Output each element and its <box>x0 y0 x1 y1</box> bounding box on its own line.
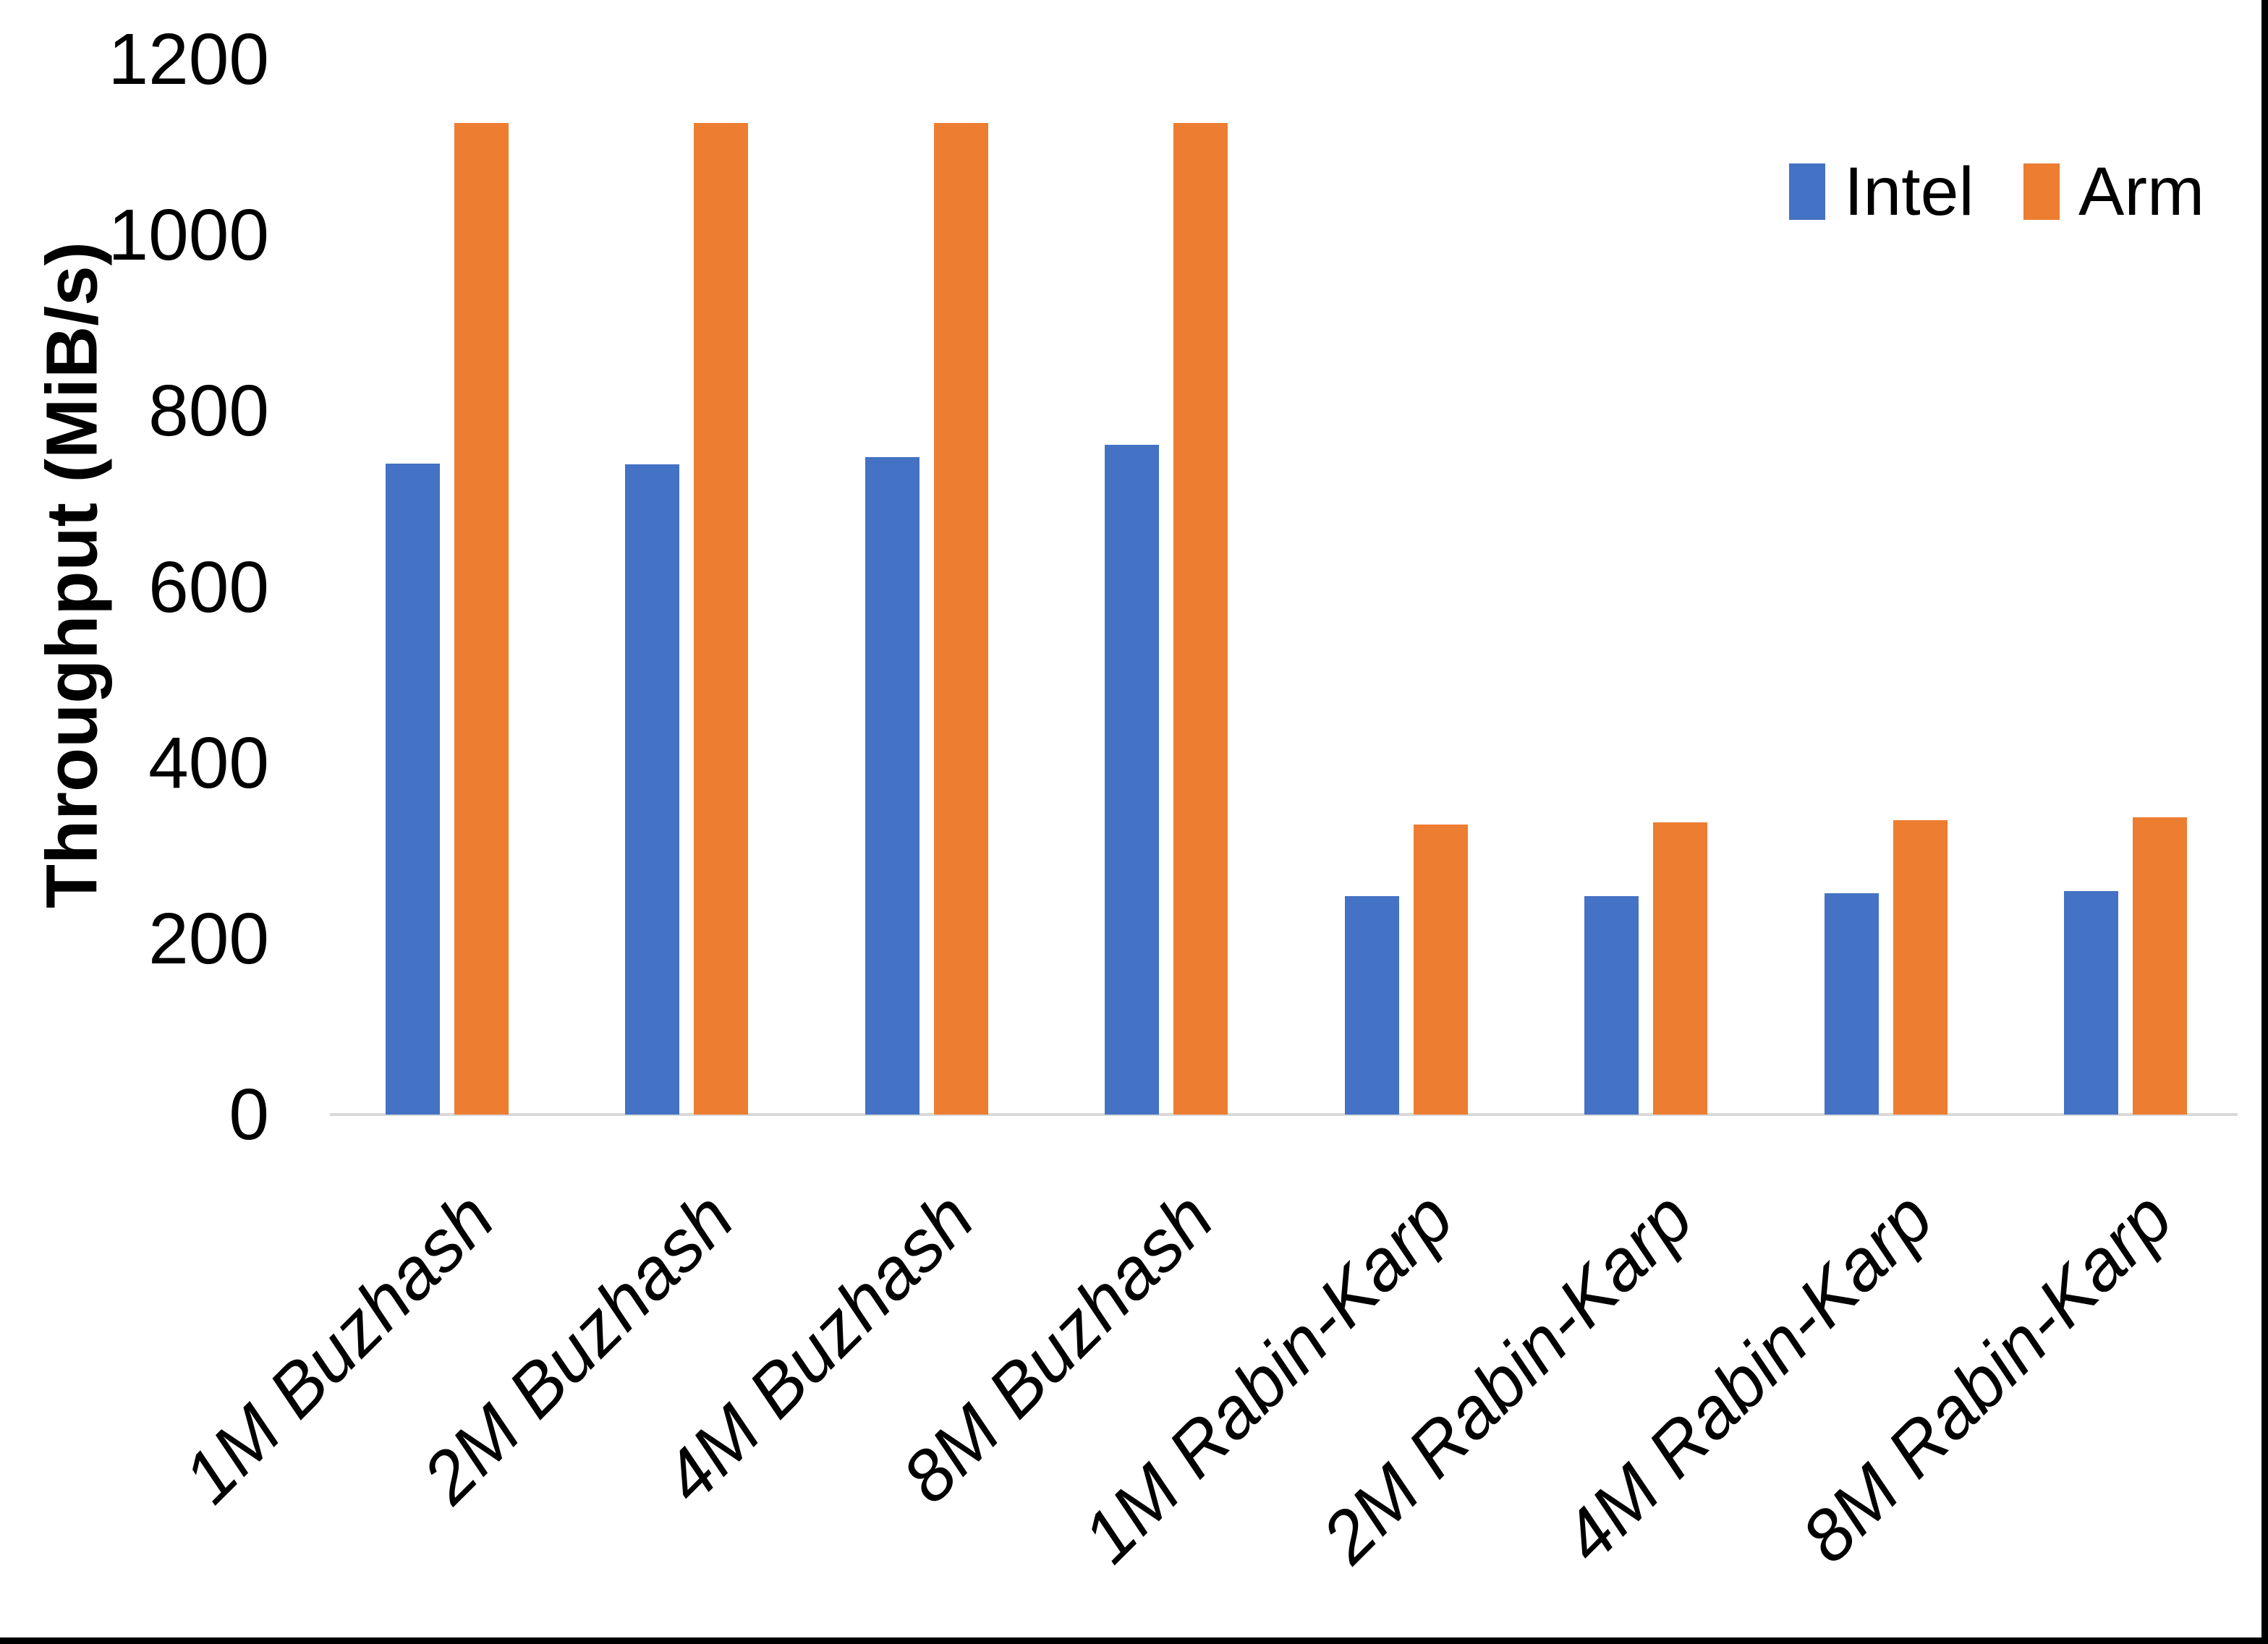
bar-arm-4m-buzhash <box>934 123 988 1115</box>
bar-intel-4m-rabin-karp <box>1825 893 1879 1115</box>
y-tick-label-200: 200 <box>148 898 269 979</box>
bar-arm-1m-rabin-karp <box>1414 825 1468 1115</box>
legend-item-arm: Arm <box>2023 153 2205 230</box>
window-right-border <box>2261 0 2268 1644</box>
y-tick-label-600: 600 <box>148 546 269 628</box>
bar-intel-1m-buzhash <box>386 464 440 1115</box>
bar-intel-4m-buzhash <box>865 457 919 1115</box>
bar-intel-8m-buzhash <box>1105 445 1159 1115</box>
legend-swatch-arm <box>2023 163 2060 220</box>
bar-intel-2m-rabin-karp <box>1584 896 1639 1115</box>
y-tick-label-800: 800 <box>148 370 269 452</box>
legend-label-intel: Intel <box>1844 153 1974 230</box>
y-tick-label-0: 0 <box>229 1074 269 1155</box>
x-axis-line <box>330 1113 2238 1116</box>
y-tick-label-400: 400 <box>148 722 269 804</box>
bar-intel-8m-rabin-karp <box>2064 891 2118 1115</box>
y-tick-label-1000: 1000 <box>108 195 269 276</box>
bar-arm-2m-rabin-karp <box>1653 822 1707 1115</box>
bar-arm-8m-rabin-karp <box>2133 817 2187 1115</box>
bar-arm-2m-buzhash <box>694 123 748 1115</box>
bar-arm-8m-buzhash <box>1173 123 1228 1115</box>
window-bottom-border <box>0 1637 2268 1644</box>
bar-arm-1m-buzhash <box>454 123 509 1115</box>
bar-arm-4m-rabin-karp <box>1893 820 1948 1115</box>
bar-intel-1m-rabin-karp <box>1345 896 1399 1115</box>
y-tick-label-1200: 1200 <box>108 19 269 100</box>
bar-intel-2m-buzhash <box>625 464 679 1115</box>
legend-item-intel: Intel <box>1789 153 1974 230</box>
legend-swatch-intel <box>1789 163 1825 220</box>
legend-label-arm: Arm <box>2078 153 2205 230</box>
